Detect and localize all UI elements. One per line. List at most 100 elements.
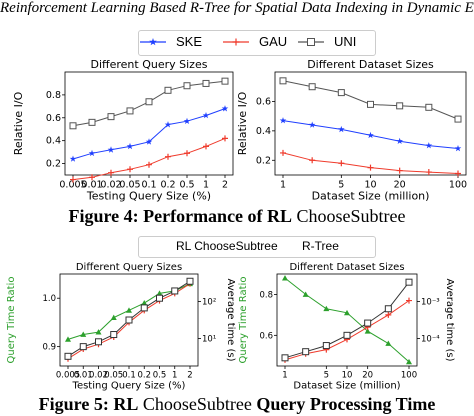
point-gau [222, 135, 228, 142]
point-gau [280, 149, 286, 156]
point-uni [279, 77, 287, 85]
point-gau [89, 174, 95, 181]
y2-tick-label: 10² [202, 298, 216, 308]
y-tick-label: 1.0 [42, 294, 56, 304]
point-r-tree [156, 294, 163, 302]
point-rl-choosesubtree [385, 311, 392, 318]
legend-marker-ske [149, 38, 157, 46]
x-tick-label: 0.2 [137, 371, 151, 381]
x-tick-label: 0.05 [104, 371, 123, 381]
x-tick-label: 1 [172, 371, 177, 381]
point-ske [367, 131, 374, 139]
y-axis-label: Relative I/O [12, 91, 25, 155]
x-tick-label: 1 [203, 180, 209, 191]
point-gau [455, 170, 461, 177]
x-tick-label: 0.2 [160, 180, 175, 191]
point-ske [221, 105, 229, 112]
x-tick-label: 0.1 [122, 371, 136, 381]
y2-tick-label: 10¹ [202, 334, 216, 344]
point-ske [107, 146, 115, 153]
point-uni [337, 89, 345, 97]
point-query-time-ratio [344, 309, 350, 316]
point-gau [165, 153, 171, 160]
y2-axis-label: Average time (s) [225, 278, 236, 361]
point-ske [396, 137, 403, 144]
point-query-time-ratio [364, 328, 371, 334]
figure5-legend [138, 236, 376, 258]
x-axis-label: Testing Query Size (%) [86, 190, 211, 203]
y-tick-label: 0.8 [259, 290, 273, 300]
point-query-time-ratio [110, 314, 117, 320]
y-tick-label: 0.6 [256, 96, 271, 107]
point-query-time-ratio [95, 329, 102, 335]
point-uni [202, 79, 210, 87]
legend-label-ske: SKE [176, 34, 203, 49]
chart-dataset-sizes-time: Different Dataset Sizes 1 5 10 20 100 0.6 0.8 10… [238, 262, 455, 392]
point-query-time-ratio [282, 275, 288, 281]
point-gau [425, 169, 432, 176]
figure5-caption-bold-2: Query Processing Time [256, 394, 436, 414]
point-query-time-ratio [126, 307, 132, 313]
x-tick-label: 20 [394, 180, 406, 191]
x-tick-label: 1 [282, 371, 287, 381]
x-tick-label: 1 [280, 180, 286, 191]
point-ske [338, 125, 345, 133]
y2-tick-label: 10⁻³ [421, 298, 440, 308]
figure4-legend [138, 30, 376, 56]
figure4-caption-plain: ChooseSubtree [292, 206, 406, 226]
running-header: Reinforcement Learning Based R-Tree for … [0, 0, 474, 16]
y-tick-label: 0.9 [42, 343, 56, 353]
y-tick-label: 0.6 [46, 113, 61, 124]
point-uni [69, 122, 77, 130]
series-line-ske [72, 108, 226, 160]
legend-label-uni: UNI [334, 34, 357, 49]
x-axis-label: Testing Query Size (%) [72, 381, 186, 392]
x-axis-label: Dataset Size (million) [293, 381, 400, 392]
point-r-tree [95, 338, 102, 346]
series-line-gau [72, 137, 226, 181]
y2-axis-label: Average time (s) [444, 278, 455, 361]
point-ske [425, 142, 433, 149]
point-r-tree [64, 352, 72, 360]
point-r-tree [171, 287, 179, 295]
point-gau [146, 161, 152, 168]
point-uni [221, 77, 229, 85]
figure5-caption-plain: ChooseSubtree [138, 394, 257, 414]
chart-title: Different Query Sizes [91, 58, 208, 71]
y-axis-label: Query Time Ratio [238, 277, 249, 364]
point-uni [425, 103, 433, 111]
x-tick-label: 0.1 [141, 180, 156, 191]
point-ske [279, 117, 287, 124]
point-gau [127, 166, 133, 173]
point-r-tree [281, 354, 289, 362]
x-tick-label: 0.05 [119, 180, 140, 191]
legend-marker-gau [232, 38, 240, 46]
figure4-caption-bold: Figure 4: Performance of RL [68, 206, 293, 226]
point-uni [145, 98, 153, 106]
point-query-time-ratio [302, 291, 309, 297]
point-uni [164, 86, 172, 94]
legend-label-rl: RL ChooseSubtree [176, 239, 278, 253]
point-r-tree [322, 342, 330, 350]
y-tick-label: 0.2 [46, 159, 61, 170]
point-ske [126, 142, 134, 150]
point-r-tree [125, 316, 133, 324]
point-ske [308, 121, 316, 128]
point-uni [396, 102, 404, 110]
y-axis-label: Relative I/O [237, 91, 249, 155]
figure5-caption-bold-1: Figure 5: RL [38, 394, 139, 414]
point-uni [107, 113, 115, 121]
x-tick-label: 100 [401, 371, 417, 381]
point-query-time-ratio [141, 300, 148, 306]
x-tick-label: 5 [338, 180, 344, 191]
x-tick-label: 0.5 [179, 180, 194, 191]
point-r-tree [405, 278, 413, 286]
point-gau [70, 176, 76, 183]
x-tick-label: 0.01 [81, 180, 102, 191]
x-tick-label: 10 [364, 180, 376, 191]
x-tick-label: 2 [187, 371, 192, 381]
y-tick-label: 0.8 [46, 90, 61, 101]
point-r-tree [79, 343, 87, 351]
point-r-tree [364, 319, 372, 327]
